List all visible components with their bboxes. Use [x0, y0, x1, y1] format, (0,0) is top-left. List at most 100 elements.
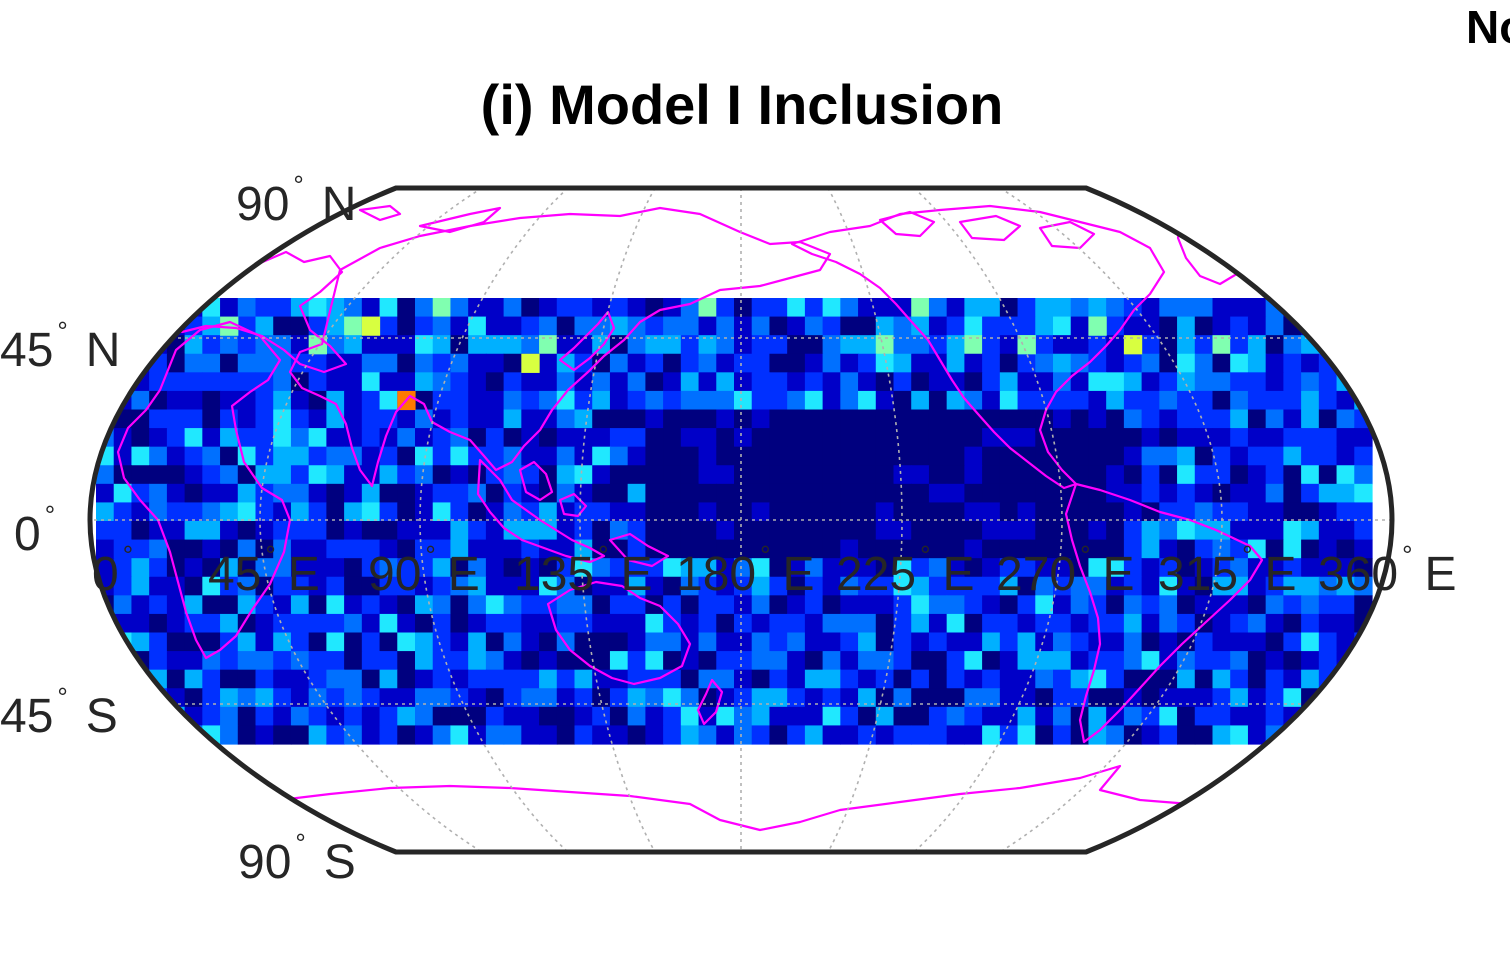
- heatmap-cell: [928, 316, 948, 336]
- heatmap-cell: [1123, 558, 1143, 578]
- heatmap-cell: [255, 669, 274, 689]
- heatmap-cell: [999, 725, 1019, 745]
- heatmap-cell: [1035, 539, 1054, 559]
- heatmap-cell: [893, 558, 912, 578]
- heatmap-cell: [503, 558, 522, 578]
- heatmap-cell: [982, 465, 1001, 485]
- heatmap-cell: [627, 725, 646, 745]
- heatmap-cell: [645, 465, 664, 485]
- heatmap-cell: [822, 688, 841, 708]
- heatmap-cell: [1283, 465, 1302, 485]
- heatmap-cell: [946, 390, 965, 411]
- heatmap-cell: [1070, 576, 1090, 596]
- heatmap-cell: [1301, 669, 1320, 689]
- heatmap-cell: [1088, 353, 1107, 373]
- heatmap-cell: [468, 651, 487, 671]
- heatmap-cell: [485, 521, 505, 541]
- heatmap-cell: [1159, 502, 1178, 522]
- heatmap-cell: [308, 651, 327, 671]
- heatmap-cell: [96, 465, 115, 485]
- heatmap-cell: [397, 353, 416, 373]
- heatmap-cell: [184, 390, 203, 411]
- heatmap-cell: [1318, 372, 1338, 392]
- heatmap-cell: [1336, 502, 1355, 522]
- heatmap-cell: [1177, 372, 1196, 392]
- heatmap-cell: [1212, 372, 1231, 392]
- heatmap-cell: [840, 390, 859, 411]
- heatmap-cell: [858, 706, 877, 727]
- heatmap-cell: [539, 706, 558, 727]
- lon-label-270e: 270 ° E: [996, 540, 1135, 601]
- coastline-canada-islands: [878, 210, 1096, 250]
- heatmap-cell: [273, 613, 292, 634]
- heatmap-cell: [539, 521, 558, 541]
- heatmap-cell: [1106, 521, 1125, 541]
- heatmap-cell: [255, 409, 274, 429]
- heatmap-cell: [1247, 595, 1267, 615]
- heatmap-cell: [1017, 390, 1036, 411]
- heatmap-cell: [964, 335, 983, 355]
- heatmap-cell: [999, 372, 1019, 392]
- heatmap-cell: [1106, 576, 1125, 596]
- heatmap-cell: [166, 725, 186, 745]
- heatmap-cell: [1247, 725, 1267, 745]
- heatmap-cell: [982, 725, 1001, 745]
- heatmap-cell: [1053, 632, 1072, 652]
- heatmap-cell: [308, 595, 327, 615]
- heatmap-cell: [432, 651, 452, 671]
- heatmap-cell: [1194, 725, 1214, 745]
- heatmap-cell: [1265, 446, 1284, 466]
- heatmap-cell: [202, 632, 221, 652]
- heatmap-cell: [237, 558, 257, 578]
- heatmap-cell: [149, 446, 168, 466]
- heatmap-cell: [539, 632, 558, 652]
- heatmap-cell: [1318, 521, 1338, 541]
- heatmap-cell: [326, 725, 345, 745]
- heatmap-cell: [609, 558, 629, 578]
- heatmap-cell: [999, 688, 1019, 708]
- heatmap-cell: [344, 595, 363, 615]
- heatmap-cell: [1354, 335, 1373, 355]
- heatmap-cell: [361, 372, 381, 392]
- heatmap-cell: [822, 298, 841, 318]
- heatmap-cell: [592, 372, 611, 392]
- heatmap-cell: [716, 669, 735, 689]
- heatmap-cell: [911, 483, 930, 504]
- heatmap-cell: [1159, 595, 1178, 615]
- heatmap-cell: [273, 651, 292, 671]
- heatmap-cell: [556, 725, 576, 745]
- heatmap-cell: [379, 632, 398, 652]
- heatmap-cell: [1053, 316, 1072, 336]
- heatmap-cell: [769, 539, 788, 559]
- heatmap-cell: [964, 558, 983, 578]
- heatmap-cell: [1017, 502, 1036, 522]
- heatmap-cell: [1230, 539, 1249, 559]
- heatmap-cell: [645, 706, 664, 727]
- heatmap-cell: [928, 595, 948, 615]
- heatmap-cell: [255, 353, 274, 373]
- heatmap-cell: [361, 725, 381, 745]
- heatmap-cell: [220, 725, 239, 745]
- heatmap-cell: [1159, 316, 1178, 336]
- heatmap-cell: [326, 688, 345, 708]
- heatmap-cell: [255, 428, 274, 448]
- heatmap-cell: [769, 465, 788, 485]
- heatmap-cell: [804, 706, 824, 727]
- heatmap-cell: [1212, 316, 1231, 336]
- heatmap-cell: [1053, 725, 1072, 745]
- heatmap-cell: [361, 409, 381, 429]
- heatmap-cell: [1106, 483, 1125, 504]
- heatmap-cell: [982, 595, 1001, 615]
- heatmap-cell: [1159, 706, 1178, 727]
- heatmap-cell: [1070, 428, 1090, 448]
- heatmap-cell: [858, 669, 877, 689]
- heatmap-cell: [1283, 539, 1302, 559]
- heatmap-cell: [1159, 558, 1178, 578]
- heatmap-cell: [680, 335, 700, 355]
- heatmap-cell: [946, 502, 965, 522]
- heatmap-cell: [928, 502, 948, 522]
- heatmap-cell: [1123, 390, 1143, 411]
- heatmap-cell: [1354, 576, 1373, 596]
- heatmap-cell: [964, 725, 983, 745]
- heatmap-cell: [361, 353, 381, 373]
